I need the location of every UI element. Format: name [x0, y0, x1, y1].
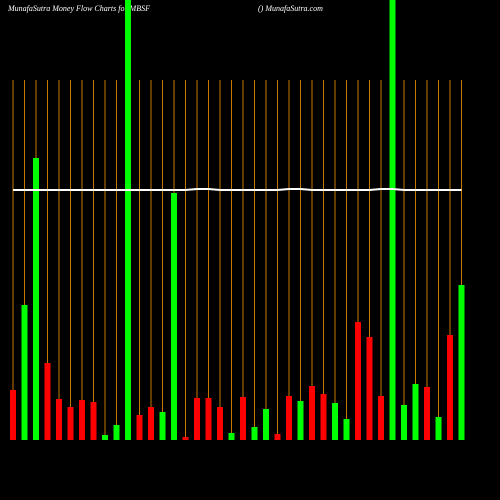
bar [447, 335, 453, 440]
bar [56, 399, 62, 440]
bar [33, 158, 39, 440]
bar [10, 390, 16, 440]
bar [309, 386, 315, 440]
bar [44, 363, 51, 440]
bar [263, 409, 269, 440]
bar [458, 285, 465, 440]
bar [205, 398, 212, 440]
bar [136, 415, 143, 440]
bar [378, 396, 384, 440]
bar [366, 337, 373, 440]
bar [389, 0, 396, 440]
bar [21, 305, 28, 440]
bar [228, 433, 235, 440]
bar [217, 407, 223, 440]
chart-title: MunafaSutra Money Flow Charts for MBSF [7, 4, 150, 13]
bar [171, 193, 177, 440]
bar [297, 401, 304, 440]
bar [125, 0, 131, 440]
bar [286, 396, 292, 440]
bar [424, 387, 430, 440]
bar [182, 437, 189, 440]
bar [401, 405, 407, 440]
bar [435, 417, 442, 440]
bar [240, 397, 246, 440]
bar [355, 322, 361, 440]
bar [67, 407, 74, 440]
bar [113, 425, 120, 440]
bar [412, 384, 419, 440]
bar [251, 427, 258, 440]
bar [148, 407, 154, 440]
bar [274, 434, 281, 440]
bar [102, 435, 108, 440]
bar [332, 403, 338, 440]
bar [159, 412, 166, 440]
chart-subtitle: () MunafaSutra.com [258, 4, 323, 13]
bar [79, 400, 85, 440]
bar [320, 394, 327, 440]
bar [343, 419, 350, 440]
bar [90, 402, 97, 440]
bar [194, 398, 200, 440]
money-flow-line [13, 188, 462, 191]
